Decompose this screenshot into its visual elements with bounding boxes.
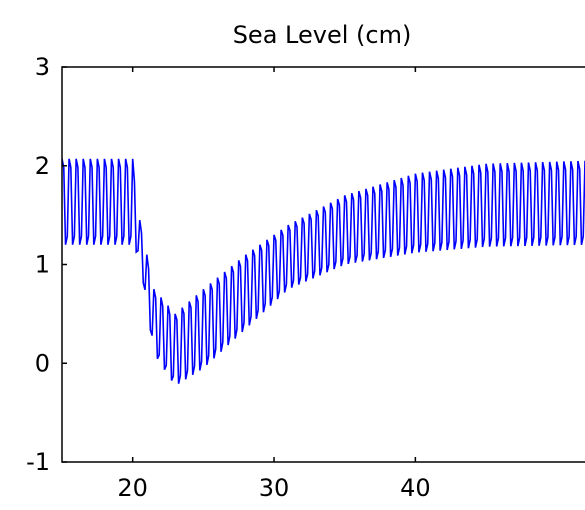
x-tick-label-1: 30 <box>259 474 290 502</box>
x-tick-label-2: 40 <box>400 474 431 502</box>
y-tick-label-3: 2 <box>35 152 50 180</box>
x-tick-label-0: 20 <box>117 474 148 502</box>
axes-frame <box>61 66 585 463</box>
chart-title: Sea Level (cm) <box>233 21 412 49</box>
y-tick-label-0: -1 <box>26 448 50 476</box>
axes <box>61 66 585 463</box>
y-tick-label-4: 3 <box>35 53 50 81</box>
plot-area <box>62 158 585 384</box>
series-line-0 <box>62 158 585 384</box>
y-tick-label-2: 1 <box>35 251 50 279</box>
y-tick-label-1: 0 <box>35 349 50 377</box>
tick-labels: -1 0 1 2 3 20 30 40 <box>26 53 431 502</box>
